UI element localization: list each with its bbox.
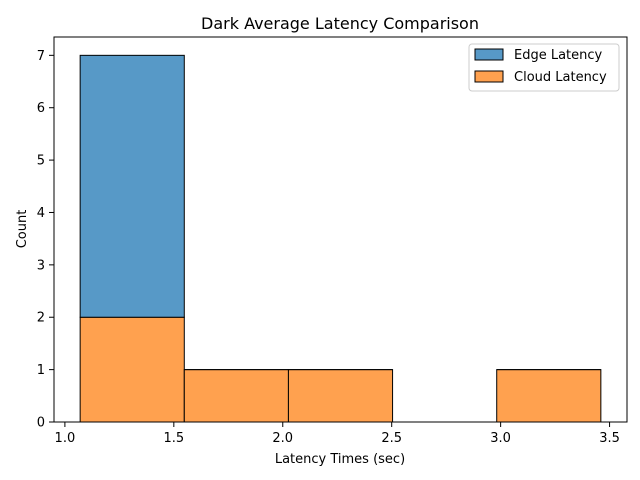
x-tick-label: 3.0 xyxy=(490,431,511,446)
y-tick-label: 2 xyxy=(37,311,45,326)
chart-title: Dark Average Latency Comparison xyxy=(201,14,479,33)
legend-swatch-edge-latency xyxy=(474,48,504,61)
legend-swatch-cloud-latency xyxy=(474,70,504,83)
bars-group xyxy=(79,54,602,423)
legend-frame xyxy=(468,43,620,92)
legend-label-cloud-latency: Cloud Latency xyxy=(514,70,607,85)
y-tick-label: 4 xyxy=(37,206,45,221)
x-tick-label: 2.0 xyxy=(272,431,293,446)
x-tick-label: 2.5 xyxy=(381,431,402,446)
plot-frame xyxy=(53,36,628,423)
x-tick-label: 1.5 xyxy=(163,431,184,446)
legend: Edge Latency Cloud Latency xyxy=(468,43,620,92)
y-tick-label: 5 xyxy=(37,154,45,169)
x-axis-ticks: 1.0 1.5 2.0 2.5 3.0 3.5 xyxy=(55,422,620,446)
bar-cloud-latency-bin-5 xyxy=(496,369,602,423)
bar-cloud-latency-bin-3 xyxy=(287,369,394,423)
x-tick-label: 1.0 xyxy=(55,431,76,446)
bar-cloud-latency-bin-1 xyxy=(79,316,185,423)
y-tick-label: 0 xyxy=(37,416,45,431)
x-tick-label: 3.5 xyxy=(599,431,620,446)
y-axis-label: Count xyxy=(15,210,30,249)
y-tick-label: 7 xyxy=(37,49,45,64)
bar-cloud-latency-bin-2 xyxy=(183,369,289,423)
legend-label-edge-latency: Edge Latency xyxy=(514,48,603,63)
y-tick-label: 3 xyxy=(37,258,45,273)
bar-edge-latency-bin-1 xyxy=(79,54,185,318)
y-tick-label: 6 xyxy=(37,101,45,116)
y-axis-ticks: 0 1 2 3 4 5 6 7 xyxy=(37,49,54,431)
y-tick-label: 1 xyxy=(37,363,45,378)
x-axis-label: Latency Times (sec) xyxy=(275,452,405,467)
